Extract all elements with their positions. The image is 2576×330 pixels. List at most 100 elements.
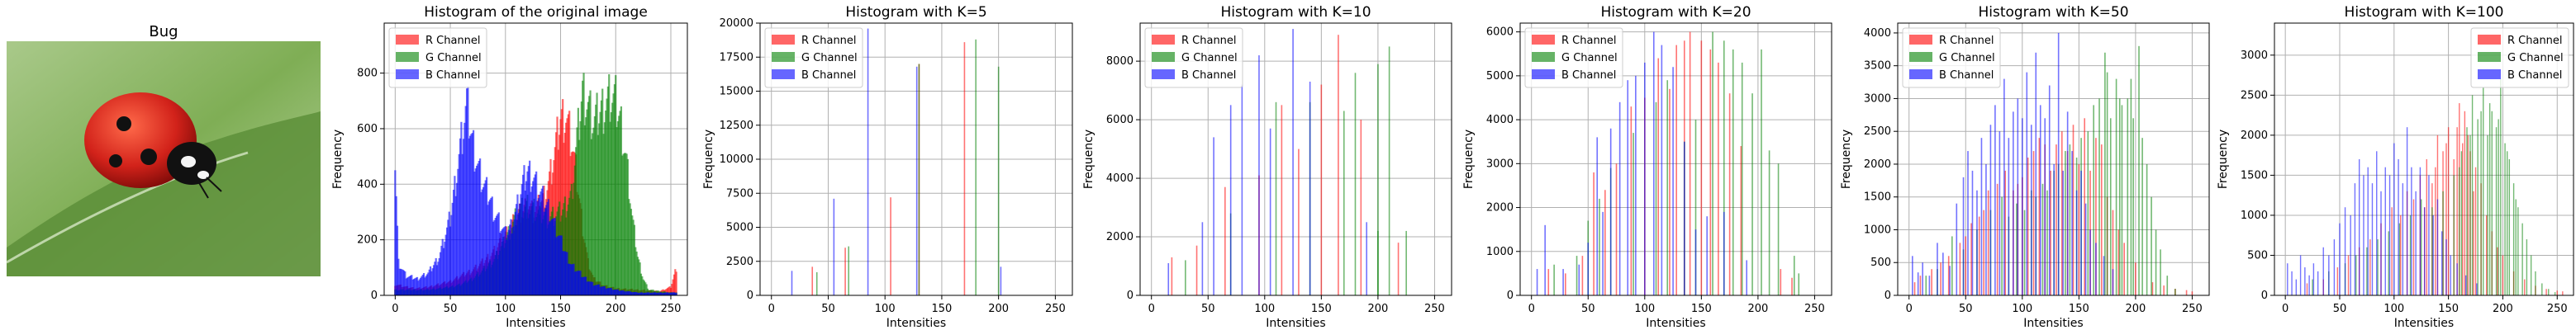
histogram-bar xyxy=(815,271,818,295)
x-tick-label: 150 xyxy=(1691,303,1712,315)
plot-frame xyxy=(383,22,688,296)
histogram-bar xyxy=(1309,81,1311,295)
histogram-bar xyxy=(2104,52,2106,295)
x-tick-label: 150 xyxy=(2438,303,2459,315)
histogram-bar xyxy=(2384,167,2386,295)
histogram-bar xyxy=(1740,146,1742,295)
histogram-bar xyxy=(2421,199,2422,295)
legend-swatch xyxy=(1532,69,1555,79)
histogram-bar xyxy=(547,199,549,295)
histogram-bar xyxy=(1723,211,1725,295)
x-tick-label: 250 xyxy=(1045,303,1066,315)
histogram-bar xyxy=(2053,163,2055,295)
histogram-bar xyxy=(619,111,621,295)
histogram-bar xyxy=(1928,276,1931,295)
histogram-bar xyxy=(563,203,565,295)
histogram-bar xyxy=(626,291,630,295)
histogram-bar xyxy=(639,292,641,295)
x-tick-label: 150 xyxy=(1311,303,1332,315)
histogram-bar xyxy=(2495,127,2498,295)
histogram-bar xyxy=(406,277,409,295)
histogram-bar xyxy=(589,90,592,295)
histogram-bar xyxy=(525,181,528,295)
histogram-bar xyxy=(596,134,600,295)
histogram-bar xyxy=(481,189,483,295)
histogram-bar xyxy=(440,245,443,295)
histogram-bar xyxy=(2441,231,2443,295)
histogram-bar xyxy=(661,293,663,295)
histogram-bar xyxy=(576,271,578,295)
histogram-bar xyxy=(639,262,641,295)
histogram-bar xyxy=(2095,138,2097,295)
histogram-bar xyxy=(619,290,621,295)
histogram-bar xyxy=(2118,98,2121,295)
histogram-bar xyxy=(510,219,512,295)
histogram-bar xyxy=(2371,183,2374,295)
histogram-bar xyxy=(623,153,626,295)
histogram-bar xyxy=(1587,243,1590,295)
legend-label: G Channel xyxy=(1939,52,1995,64)
histogram-bar xyxy=(445,227,449,295)
x-axis-label: Intensities xyxy=(1646,317,1705,330)
x-tick-label: 100 xyxy=(1634,303,1655,315)
histogram-bar xyxy=(527,166,530,295)
histogram-bar xyxy=(636,257,639,295)
histogram-bar xyxy=(2462,143,2464,295)
legend-label: R Channel xyxy=(425,35,481,47)
histogram-bar xyxy=(668,293,670,295)
histogram-bar xyxy=(563,196,566,295)
histogram-bar xyxy=(1405,230,1407,295)
histogram-bar xyxy=(666,292,669,295)
histogram-bar xyxy=(587,281,589,295)
histogram-bar xyxy=(608,73,611,295)
histogram-bar xyxy=(1683,141,1685,295)
histogram-bar xyxy=(612,290,615,295)
histogram-bar xyxy=(2026,72,2028,296)
histogram-bar xyxy=(2460,151,2463,295)
histogram-bar xyxy=(2398,223,2401,295)
histogram-bar xyxy=(452,190,455,295)
plot-frame xyxy=(1519,22,1832,296)
legend-swatch xyxy=(1152,35,1175,45)
histogram-bar xyxy=(675,271,677,295)
histogram-bar xyxy=(610,287,613,295)
legend-swatch xyxy=(1532,35,1555,45)
legend-swatch xyxy=(772,35,795,45)
histogram-bar xyxy=(2044,118,2046,295)
histogram-bar xyxy=(2130,78,2132,295)
histogram-bar xyxy=(669,288,673,295)
histogram-bar xyxy=(486,177,488,295)
histogram-bar xyxy=(2127,98,2129,295)
histogram-bar xyxy=(1602,211,1604,295)
histogram-bar xyxy=(609,288,611,295)
histogram-bar xyxy=(399,268,402,295)
histogram-bar xyxy=(511,233,513,295)
histogram-bar xyxy=(2030,125,2032,295)
legend: R Channel G Channel B Channel xyxy=(1144,27,1243,88)
histogram-bar xyxy=(636,293,639,295)
histogram-bar xyxy=(2004,170,2007,295)
x-tick-label: 0 xyxy=(1148,303,1155,315)
histogram-bar xyxy=(2057,32,2060,296)
histogram-bar xyxy=(447,219,449,295)
chart-title: Histogram with K=50 xyxy=(1978,4,2128,21)
histogram-bar xyxy=(2428,175,2430,295)
histogram-bar xyxy=(623,291,626,295)
histogram-bar xyxy=(2526,239,2528,295)
x-tick-label: 100 xyxy=(495,303,516,315)
chart-4: 0 50 100 150 200 2500500100015002000250030003… xyxy=(1840,4,2210,330)
histogram-bar xyxy=(2008,138,2010,295)
histogram-bar xyxy=(2391,207,2393,295)
histogram-bar xyxy=(1709,49,1712,295)
series-b-channel xyxy=(1912,32,2114,296)
histogram-bar xyxy=(2515,199,2517,295)
histogram-bar xyxy=(1967,151,1969,295)
histogram-bar xyxy=(418,279,421,295)
histogram-bar xyxy=(402,270,406,295)
histogram-bar xyxy=(476,165,478,295)
histogram-bar xyxy=(1578,264,1580,295)
histogram-bar xyxy=(1338,35,1339,296)
histogram-bar xyxy=(1635,75,1637,295)
histogram-bar xyxy=(1942,252,1944,295)
x-axis-label: Intensities xyxy=(1266,317,1325,330)
